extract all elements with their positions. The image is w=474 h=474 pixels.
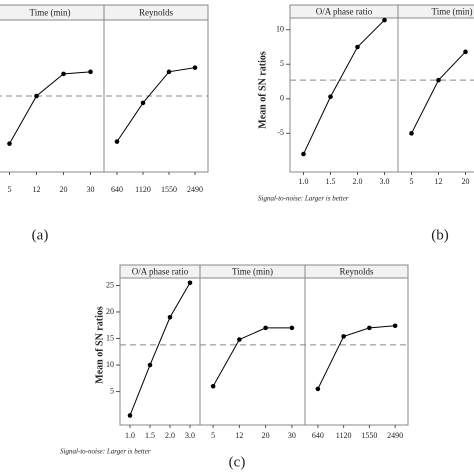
panel-label: (a) [32, 227, 49, 243]
panel-title: Reynolds [339, 267, 373, 277]
effect-line [303, 19, 385, 155]
y-tick-label: 20 [106, 307, 114, 316]
x-tick-label: 5 [211, 431, 215, 440]
x-tick-label: 1.5 [145, 431, 155, 440]
footnote: Signal-to-noise: Larger is better [60, 448, 151, 456]
x-tick-label: 12 [235, 431, 243, 440]
data-point [7, 141, 12, 146]
x-tick-label: 20 [462, 177, 470, 186]
data-point [263, 325, 268, 331]
panel-title: Time (min) [30, 8, 71, 18]
x-tick-label: 1.0 [125, 431, 135, 440]
data-point [315, 386, 321, 392]
y-tick-label: -5 [277, 128, 284, 137]
data-point [301, 151, 306, 157]
y-tick-label: 5 [280, 59, 284, 68]
panel-title: O/A phase ratio [132, 267, 189, 277]
data-point [140, 100, 146, 106]
panel-label: (b) [431, 227, 449, 243]
x-tick-label: 30 [288, 431, 296, 440]
chart-panel: Time (min) 5 12 20 30 Reynolds 640 1120 1550 2490 [0, 4, 209, 194]
x-tick-label: 1120 [336, 431, 352, 440]
effect-line [129, 282, 191, 416]
effect-line [9, 71, 91, 144]
data-point [289, 325, 295, 331]
x-tick-label: 2490 [187, 185, 203, 194]
panel-title: Time (min) [232, 267, 273, 277]
footnote: Signal-to-noise: Larger is better [258, 195, 349, 203]
x-tick-label: 640 [312, 431, 324, 440]
x-tick-label: 12 [435, 177, 443, 186]
panel-title: Time (min) [432, 7, 473, 17]
effect-line [411, 51, 466, 134]
data-point [237, 337, 242, 342]
data-point [210, 383, 216, 389]
x-tick-label: 1550 [161, 185, 177, 194]
panel-title: Reynolds [139, 8, 173, 18]
data-point [61, 71, 66, 77]
y-tick-label: 10 [106, 360, 114, 369]
y-axis-label: Mean of SN ratios [94, 306, 105, 384]
data-point [392, 323, 398, 329]
effect-line [317, 325, 396, 390]
x-tick-label: 5 [410, 177, 414, 186]
data-point [192, 65, 198, 70]
x-tick-label: 20 [262, 431, 270, 440]
panel-header [304, 264, 409, 279]
x-tick-label: 20 [60, 185, 68, 194]
data-point [382, 17, 387, 23]
effect-line [116, 67, 196, 142]
data-point [88, 69, 93, 75]
data-point [328, 94, 333, 100]
x-tick-label: 3.0 [185, 431, 195, 440]
data-point [463, 49, 468, 55]
data-point [341, 334, 346, 339]
data-point [355, 44, 360, 50]
chart-panel: 5 10 15 20 25 O/A phase ratio 1.0 1.5 2.0 3.0 Time… [60, 264, 409, 456]
y-tick-label: 10 [276, 25, 284, 34]
y-axis-label: Mean of SN ratios [257, 51, 268, 129]
data-point [114, 139, 120, 144]
x-tick-label: 2490 [387, 431, 403, 440]
data-point [167, 314, 173, 320]
effect-line [212, 327, 292, 387]
x-tick-label: 30 [87, 185, 95, 194]
data-point [409, 131, 414, 136]
data-point [34, 93, 39, 99]
x-tick-label: 640 [111, 185, 123, 194]
plot-frame [289, 4, 474, 173]
x-tick-label: 1.5 [326, 177, 336, 186]
data-point [147, 362, 153, 368]
data-point [127, 413, 133, 418]
panel-title: O/A phase ratio [316, 7, 373, 17]
x-tick-label: 1550 [361, 431, 377, 440]
data-point [436, 77, 441, 83]
data-point [367, 325, 372, 331]
x-tick-label: 2.0 [165, 431, 175, 440]
y-tick-label: 5 [110, 386, 114, 395]
x-tick-label: 12 [33, 185, 41, 194]
y-tick-label: 25 [106, 280, 114, 289]
panel-header [397, 4, 474, 19]
data-point [166, 69, 172, 75]
x-tick-label: 1.0 [299, 177, 309, 186]
y-tick-label: 0 [280, 94, 284, 103]
data-point [187, 280, 193, 286]
x-tick-label: 3.0 [380, 177, 390, 186]
x-tick-label: 5 [8, 185, 12, 194]
panel-label: (c) [229, 454, 246, 470]
x-tick-label: 2.0 [353, 177, 363, 186]
y-tick-label: 15 [106, 333, 114, 342]
panel-header [103, 4, 209, 21]
x-tick-label: 1120 [135, 185, 151, 194]
chart-panel: -5 0 5 10 O/A phase ratio 1.0 1.5 2.0 3.0 Time (m… [257, 4, 474, 203]
